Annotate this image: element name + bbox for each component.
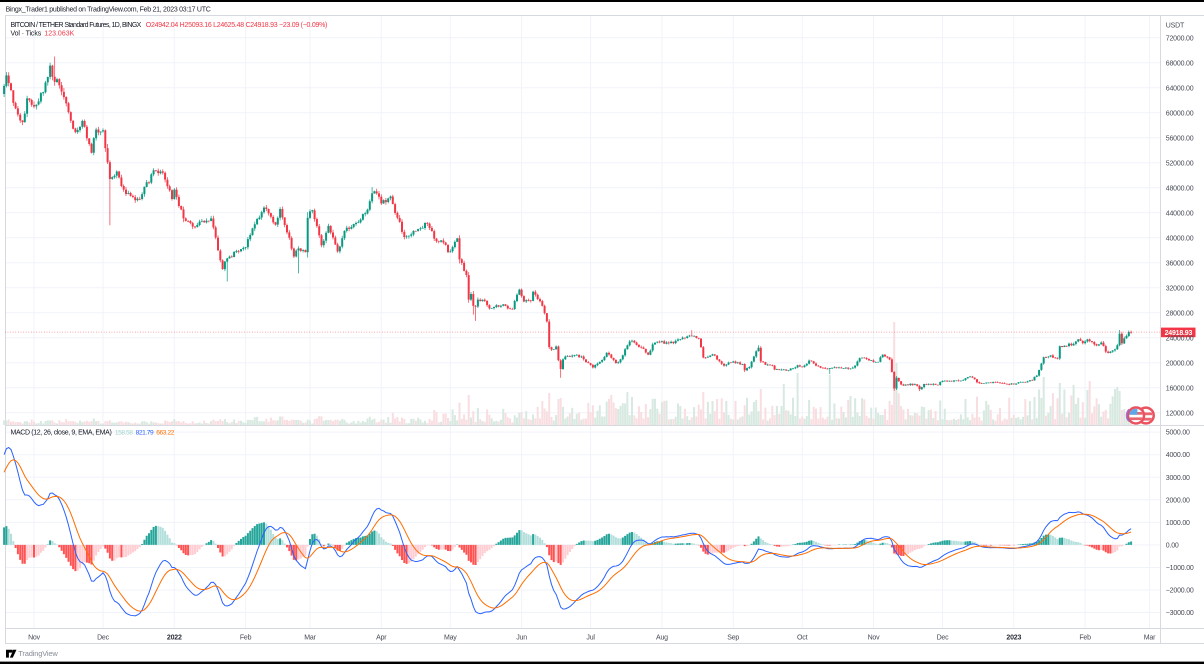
svg-text:123.063K: 123.063K bbox=[44, 31, 74, 38]
svg-text:−3000.00: −3000.00 bbox=[1166, 610, 1194, 617]
svg-text:−2000.00: −2000.00 bbox=[1166, 588, 1194, 595]
svg-text:Dec: Dec bbox=[97, 634, 110, 641]
svg-text:56000.00: 56000.00 bbox=[1166, 135, 1194, 142]
svg-text:Mar: Mar bbox=[1144, 634, 1156, 641]
svg-text:16000.00: 16000.00 bbox=[1166, 385, 1194, 392]
svg-text:O24942.04 H25093.16 L24625.4: O24942.04 H25093.16 L24625.48 C24918.93 … bbox=[146, 22, 327, 29]
svg-text:48000.00: 48000.00 bbox=[1166, 185, 1194, 192]
svg-text:36000.00: 36000.00 bbox=[1166, 260, 1194, 267]
svg-text:663.22: 663.22 bbox=[156, 430, 174, 437]
svg-text:BITCOIN / TETHER Standard Futu: BITCOIN / TETHER Standard Futures, 1D, B… bbox=[11, 22, 142, 29]
svg-text:2000.00: 2000.00 bbox=[1166, 497, 1190, 504]
svg-text:Sep: Sep bbox=[727, 634, 739, 641]
svg-text:2023: 2023 bbox=[1006, 634, 1021, 641]
svg-text:3000.00: 3000.00 bbox=[1166, 475, 1190, 482]
svg-text:52000.00: 52000.00 bbox=[1166, 160, 1194, 167]
svg-text:Feb: Feb bbox=[1079, 634, 1091, 641]
svg-text:TradingView: TradingView bbox=[18, 649, 58, 658]
svg-text:Jun: Jun bbox=[516, 634, 527, 641]
svg-text:5000.00: 5000.00 bbox=[1166, 430, 1190, 437]
svg-text:68000.00: 68000.00 bbox=[1166, 60, 1194, 67]
svg-text:Mar: Mar bbox=[304, 634, 316, 641]
svg-text:Vol · Ticks: Vol · Ticks bbox=[11, 31, 42, 38]
svg-text:158.58: 158.58 bbox=[115, 430, 133, 437]
svg-text:0.00: 0.00 bbox=[1166, 542, 1179, 549]
svg-text:821.79: 821.79 bbox=[136, 430, 154, 437]
svg-text:USDT: USDT bbox=[1166, 22, 1185, 29]
svg-text:Aug: Aug bbox=[656, 634, 668, 641]
svg-text:Dec: Dec bbox=[937, 634, 950, 641]
svg-text:24918.93: 24918.93 bbox=[1165, 330, 1193, 337]
svg-text:24000.00: 24000.00 bbox=[1166, 335, 1194, 342]
svg-text:MACD (12, 26, close, 9, EMA, E: MACD (12, 26, close, 9, EMA, EMA) bbox=[11, 430, 112, 437]
svg-text:May: May bbox=[444, 634, 457, 641]
svg-text:Nov: Nov bbox=[868, 634, 881, 641]
svg-text:12000.00: 12000.00 bbox=[1166, 410, 1194, 417]
svg-text:Nov: Nov bbox=[28, 634, 41, 641]
svg-text:72000.00: 72000.00 bbox=[1166, 35, 1194, 42]
svg-text:32000.00: 32000.00 bbox=[1166, 285, 1194, 292]
svg-text:64000.00: 64000.00 bbox=[1166, 85, 1194, 92]
svg-text:−1000.00: −1000.00 bbox=[1166, 565, 1194, 572]
svg-text:28000.00: 28000.00 bbox=[1166, 310, 1194, 317]
svg-text:2022: 2022 bbox=[167, 634, 182, 641]
svg-text:4000.00: 4000.00 bbox=[1166, 452, 1190, 459]
svg-text:Apr: Apr bbox=[376, 634, 387, 641]
svg-text:Bingx_Trader1 published on Tra: Bingx_Trader1 published on TradingView.c… bbox=[6, 7, 211, 14]
svg-text:44000.00: 44000.00 bbox=[1166, 210, 1194, 217]
svg-text:Feb: Feb bbox=[240, 634, 252, 641]
svg-text:Jul: Jul bbox=[586, 634, 595, 641]
svg-text:40000.00: 40000.00 bbox=[1166, 235, 1194, 242]
svg-text:Oct: Oct bbox=[797, 634, 808, 641]
svg-text:60000.00: 60000.00 bbox=[1166, 110, 1194, 117]
svg-text:1000.00: 1000.00 bbox=[1166, 520, 1190, 527]
svg-text:20000.00: 20000.00 bbox=[1166, 360, 1194, 367]
